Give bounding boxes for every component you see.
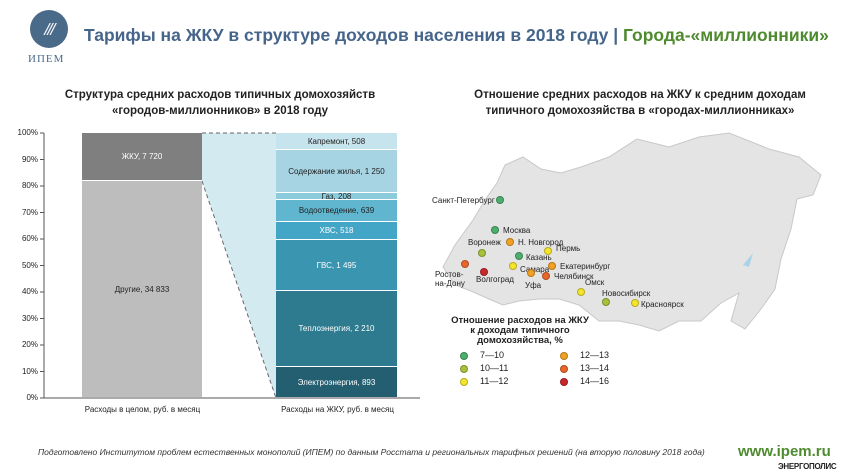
y-tick-label: 20% <box>21 340 38 349</box>
city-label: Н. Новгород <box>518 238 564 247</box>
bar-segment: Капремонт, 508 <box>276 133 397 150</box>
city-label: Казань <box>526 253 552 262</box>
bar-segment: Другие, 34 833 <box>82 181 202 397</box>
city-marker[interactable] <box>478 249 486 257</box>
city-label: Челябинск <box>554 272 594 281</box>
legend-title-line: Отношение расходов на ЖКУ <box>451 315 589 326</box>
legend-label: 11—12 <box>480 376 509 386</box>
city-label: Воронеж <box>468 238 501 247</box>
title-line: Структура средних расходов типичных домо… <box>64 89 376 101</box>
city-marker[interactable] <box>496 196 504 204</box>
legend-label: 14—16 <box>580 376 610 386</box>
bar-segment: ГВС, 1 495 <box>276 240 397 291</box>
city-label: Омск <box>585 278 605 287</box>
city-label: Новосибирск <box>602 289 651 298</box>
title-line: «городов-миллионников» в 2018 году <box>111 105 329 117</box>
city-marker[interactable] <box>509 262 517 270</box>
y-tick-label: 50% <box>21 260 38 270</box>
x-label-total: Расходы в целом, руб. в месяц <box>84 405 201 414</box>
y-tick-label: 10% <box>21 366 38 376</box>
bar-segment: Содержание жилья, 1 250 <box>276 150 397 193</box>
chart-lines <box>40 132 420 399</box>
city-marker[interactable] <box>491 226 499 234</box>
city-marker[interactable] <box>506 238 514 246</box>
y-tick-label: 90% <box>21 154 38 164</box>
brand-text: ЭНЕРГОПОЛИС <box>778 462 837 471</box>
russia-map <box>442 132 822 332</box>
website-link[interactable]: www.ipem.ru <box>738 443 831 460</box>
city-label: Уфа <box>525 281 542 290</box>
city-marker[interactable] <box>542 272 550 280</box>
city-marker[interactable] <box>548 262 556 270</box>
city-label: Пермь <box>556 244 581 253</box>
city-marker[interactable] <box>461 260 469 268</box>
logo-text: ИПЕМ <box>28 53 65 65</box>
map-legend-title: Отношение расходов на ЖКУ к доходам типич… <box>445 316 595 346</box>
legend-swatch <box>560 378 568 386</box>
city-marker[interactable] <box>577 288 585 296</box>
city-marker[interactable] <box>527 269 535 277</box>
bar-of-bar-chart: 0% 10% 20% 30% 40% 50% 60% 70% 80% 90% 100% Другие,… <box>0 0 430 430</box>
city-label: Самара <box>520 265 550 274</box>
city-marker[interactable] <box>544 247 552 255</box>
city-marker[interactable] <box>515 252 523 260</box>
legend-swatch <box>460 352 468 360</box>
connector-line <box>201 180 277 399</box>
y-tick-label: 0% <box>26 393 38 402</box>
legend-label: 7—10 <box>480 350 505 360</box>
y-tick-label: 70% <box>21 207 38 217</box>
y-tick-label: 40% <box>21 287 38 296</box>
city-label: Красноярск <box>641 300 684 309</box>
city-marker[interactable] <box>631 299 639 307</box>
bar-segment: Теплоэнергия, 2 210 <box>276 291 397 367</box>
legend-title-line: к доходам типичного <box>470 325 570 336</box>
ipem-logo: /// <box>30 10 68 48</box>
bar-segment: Газ, 208 <box>276 192 397 201</box>
city-label: Ростов-на-Дону <box>435 270 465 288</box>
page-title: Тарифы на ЖКУ в структуре доходов населе… <box>84 25 829 46</box>
legend-label: 13—14 <box>580 363 610 373</box>
left-chart-title: Структура средних расходов типичных домо… <box>30 87 410 119</box>
russia-shape <box>442 132 822 332</box>
title-accent: Города-«миллионники» <box>623 25 829 45</box>
y-tick-label: 100% <box>17 128 38 137</box>
city-label: Екатеринбург <box>560 262 611 271</box>
x-label-zhku: Расходы на ЖКУ, руб. в месяц <box>281 405 394 414</box>
legend-swatch <box>460 365 468 373</box>
legend-swatch <box>460 378 468 386</box>
legend-label: 10—11 <box>480 363 509 373</box>
bar-segment: Водоотведение, 639 <box>276 200 397 222</box>
right-map-title: Отношение средних расходов на ЖКУ к сред… <box>440 87 840 119</box>
y-tick-label: 80% <box>21 181 38 190</box>
bar-segment: Электроэнергия, 893 <box>276 367 397 397</box>
baikal-lake <box>743 253 753 267</box>
bar-segment: ХВС, 518 <box>276 222 397 240</box>
city-label: Санкт-Петербург <box>432 196 495 205</box>
city-label: Волгоград <box>476 275 514 284</box>
connector-area <box>202 133 276 398</box>
city-label: Москва <box>503 226 531 235</box>
footnote: Подготовлено Институтом проблем естестве… <box>38 447 705 457</box>
legend-label: 12—13 <box>580 350 610 360</box>
city-marker[interactable] <box>480 268 488 276</box>
title-main: Тарифы на ЖКУ в структуре доходов населе… <box>84 25 623 45</box>
legend-swatch <box>560 352 568 360</box>
bar-segment: ЖКУ, 7 720 <box>82 133 202 181</box>
title-line: Отношение средних расходов на ЖКУ к сред… <box>474 89 806 101</box>
y-tick-label: 30% <box>21 313 38 323</box>
y-tick-label: 60% <box>21 234 38 243</box>
city-marker[interactable] <box>602 298 610 306</box>
legend-swatch <box>560 365 568 373</box>
title-line: типичного домохозяйства в «городах-милли… <box>485 105 795 117</box>
legend-title-line: домохозяйства, % <box>477 335 563 346</box>
